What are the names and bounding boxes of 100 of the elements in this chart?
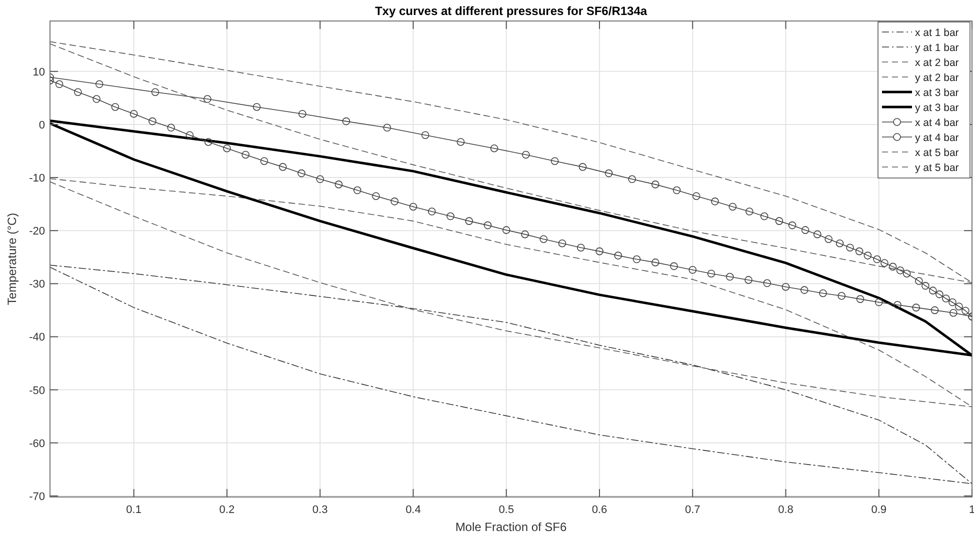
point bbox=[838, 292, 846, 300]
point bbox=[167, 124, 175, 132]
point bbox=[334, 180, 343, 188]
point bbox=[490, 144, 498, 152]
point bbox=[814, 230, 822, 238]
point bbox=[550, 157, 559, 165]
point bbox=[130, 110, 138, 118]
point bbox=[855, 247, 864, 256]
point bbox=[955, 302, 963, 310]
point bbox=[576, 244, 585, 252]
point bbox=[902, 270, 911, 278]
point bbox=[692, 192, 700, 200]
point bbox=[775, 217, 784, 225]
legend-label: x at 4 bar bbox=[915, 117, 960, 129]
y-tick-label: -10 bbox=[29, 172, 45, 185]
chart-title: Txy curves at different pressures for SF6/R134a bbox=[374, 4, 648, 18]
point bbox=[614, 252, 622, 260]
point bbox=[836, 239, 844, 248]
point bbox=[930, 306, 939, 314]
point bbox=[252, 103, 261, 111]
y-tick-label: -40 bbox=[29, 332, 45, 344]
point bbox=[948, 298, 956, 306]
point bbox=[596, 247, 604, 256]
legend-label: x at 3 bar bbox=[915, 87, 960, 99]
y-tick-label: -20 bbox=[29, 226, 45, 238]
point bbox=[456, 138, 465, 146]
point bbox=[390, 198, 398, 206]
legend-label: x at 5 bar bbox=[915, 147, 960, 159]
point bbox=[409, 202, 418, 211]
point bbox=[788, 221, 796, 230]
point bbox=[763, 279, 772, 288]
point bbox=[819, 289, 827, 298]
point bbox=[604, 169, 613, 178]
point bbox=[578, 163, 587, 171]
point bbox=[873, 255, 881, 264]
point bbox=[949, 308, 958, 317]
point bbox=[428, 208, 436, 216]
point bbox=[922, 282, 930, 290]
point bbox=[353, 186, 362, 194]
point bbox=[880, 259, 888, 267]
point bbox=[628, 175, 636, 184]
x-axis-title: Mole Fraction of SF6 bbox=[455, 520, 568, 534]
y-tick-label: 0 bbox=[38, 119, 45, 132]
point bbox=[446, 212, 454, 220]
point bbox=[421, 131, 430, 139]
point bbox=[824, 235, 832, 243]
point bbox=[726, 272, 734, 281]
point bbox=[894, 301, 902, 309]
point bbox=[316, 175, 324, 184]
point bbox=[746, 208, 754, 216]
point bbox=[298, 110, 306, 118]
point bbox=[521, 230, 529, 238]
y-tick-label: -50 bbox=[29, 384, 45, 397]
point bbox=[74, 88, 82, 96]
point bbox=[383, 124, 392, 132]
y-tick-label: -70 bbox=[29, 490, 45, 503]
point bbox=[888, 262, 897, 271]
point bbox=[912, 304, 920, 312]
point bbox=[632, 255, 641, 264]
x-tick-label: 0.9 bbox=[871, 504, 887, 516]
point bbox=[728, 202, 737, 211]
point bbox=[856, 295, 864, 303]
point bbox=[760, 212, 768, 220]
point bbox=[204, 138, 212, 146]
y-tick-label: 10 bbox=[32, 66, 45, 78]
point bbox=[95, 80, 104, 88]
legend-label: x at 2 bar bbox=[915, 57, 960, 69]
legend-label: y at 4 bar bbox=[915, 132, 960, 144]
point bbox=[874, 298, 883, 306]
point bbox=[744, 276, 752, 284]
point bbox=[962, 306, 970, 315]
x-tick-label: 0.6 bbox=[592, 504, 608, 516]
point bbox=[186, 131, 194, 139]
point bbox=[148, 117, 156, 126]
x-tick-label: 0.2 bbox=[219, 504, 235, 516]
point bbox=[111, 103, 120, 111]
legend-label: x at 1 bar bbox=[915, 27, 960, 39]
point bbox=[55, 80, 64, 88]
point bbox=[260, 157, 268, 165]
point bbox=[896, 266, 904, 274]
legend-label: y at 2 bar bbox=[915, 72, 960, 84]
legend-label: y at 3 bar bbox=[915, 102, 960, 114]
legend-label: y at 5 bar bbox=[915, 162, 960, 174]
point bbox=[782, 282, 790, 291]
point bbox=[942, 294, 950, 302]
y-tick-label: -60 bbox=[29, 438, 45, 450]
x-tick-label: 0.4 bbox=[406, 504, 421, 516]
y-tick-label: -30 bbox=[29, 278, 45, 291]
point bbox=[707, 270, 716, 278]
point bbox=[298, 169, 306, 178]
x-tick-label: 0.5 bbox=[498, 504, 514, 516]
point bbox=[936, 290, 944, 298]
point bbox=[651, 258, 660, 266]
point bbox=[672, 186, 681, 194]
point bbox=[800, 286, 808, 294]
point bbox=[502, 226, 510, 234]
point bbox=[522, 150, 530, 159]
point bbox=[242, 150, 250, 159]
point bbox=[801, 226, 810, 234]
point bbox=[151, 88, 160, 96]
